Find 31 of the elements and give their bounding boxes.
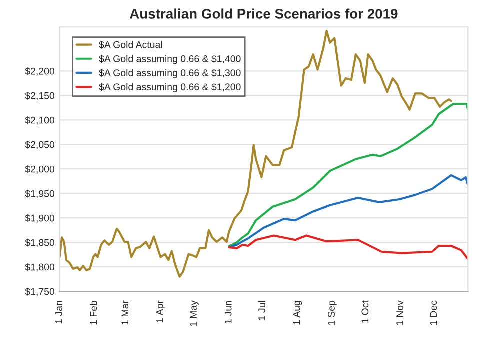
line-series [228, 174, 468, 249]
x-tick-label: 1 Jan [56, 301, 62, 324]
line-series [60, 30, 452, 278]
y-tick-label: $1,750 [25, 288, 55, 296]
y-tick-label: $1,800 [25, 263, 55, 272]
y-tick-label: $2,000 [25, 165, 55, 174]
x-tick-label: 1 Mar [122, 300, 129, 325]
legend-label: $A Gold assuming 0.66 & $1,200 [99, 83, 241, 92]
x-tick-label: 1 Nov [396, 300, 404, 326]
y-tick-label: $1,900 [25, 214, 55, 223]
x-tick-label: 1 Apr [156, 300, 166, 323]
y-tick-label: $2,200 [25, 68, 55, 76]
line-series [228, 102, 468, 248]
legend-label: $A Gold Actual [99, 41, 162, 49]
chart-title: Australian Gold Price Scenarios for 2019 [130, 8, 398, 19]
legend-label: $A Gold assuming 0.66 & $1,300 [99, 69, 241, 78]
x-tick-label: 1 Jul [258, 301, 266, 320]
y-tick-label: $1,850 [25, 238, 55, 248]
y-tick-label: $2,150 [25, 92, 55, 100]
x-tick-label: 1 Dec [430, 300, 438, 326]
y-tick-label: $2,100 [25, 116, 55, 125]
legend-label: $A Gold assuming 0.66 & $1,400 [99, 55, 241, 64]
x-tick-label: 1 Sep [328, 300, 337, 326]
x-tick-label: 1 May [190, 300, 199, 326]
x-tick-label: 1 Oct [362, 300, 369, 324]
line-series [228, 234, 468, 260]
x-tick-label: 1 Jun [224, 301, 232, 324]
y-tick-label: $1,950 [25, 190, 55, 198]
y-tick-label: $2,050 [25, 140, 55, 150]
x-tick-label: 1 Aug [293, 301, 302, 325]
x-tick-label: 1 Feb [90, 300, 98, 325]
